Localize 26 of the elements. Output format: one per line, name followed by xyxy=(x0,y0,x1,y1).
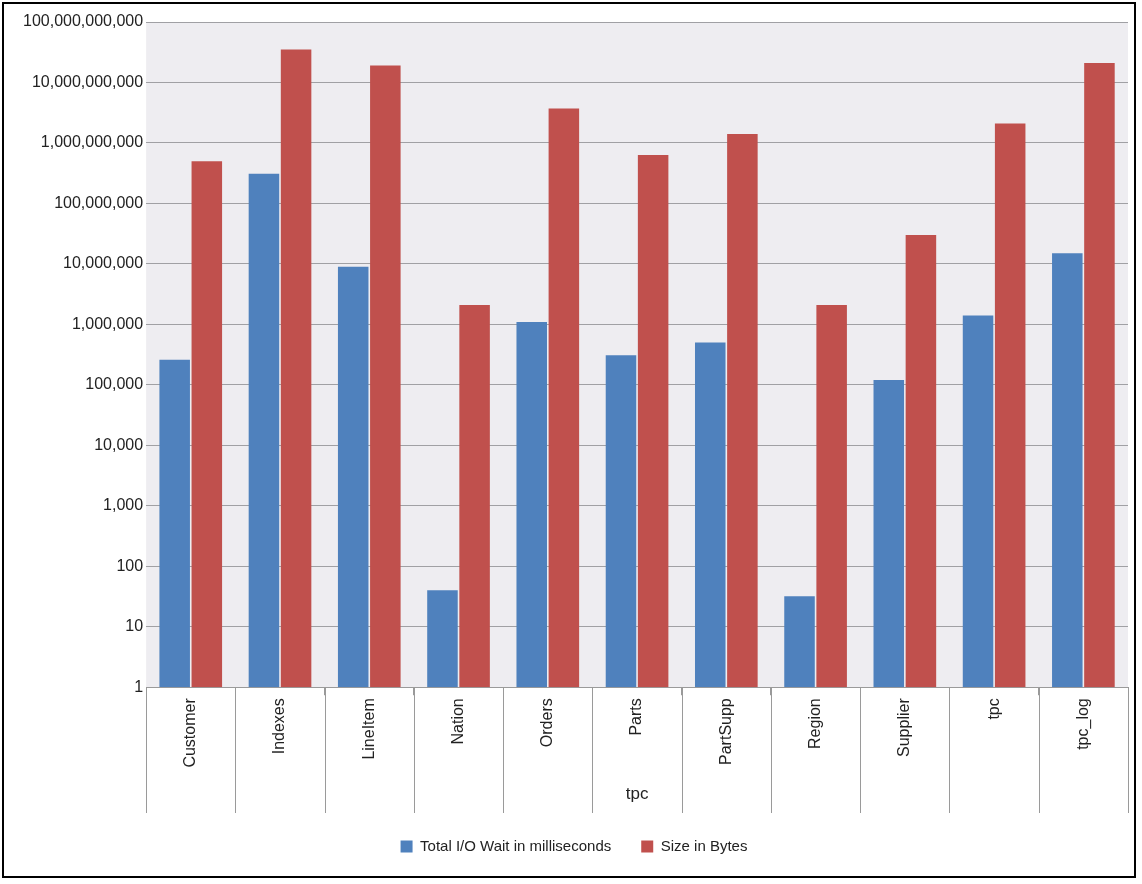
x-tick-label: LineItem xyxy=(359,698,377,760)
y-tick-label: 100,000,000,000 xyxy=(22,12,144,30)
y-tick-label: 100,000 xyxy=(85,375,144,393)
y-tick-label: 10,000 xyxy=(94,435,144,453)
y-tick-label: 10,000,000 xyxy=(63,254,144,272)
x-tick-label: Customer xyxy=(181,697,199,768)
x-tick-label: tpc_log xyxy=(1073,698,1092,750)
x-tick-label: tpc xyxy=(984,698,1002,720)
y-tick-label: 1,000 xyxy=(103,496,144,514)
y-tick-label: 1,000,000,000 xyxy=(40,133,144,151)
x-tick-label: Parts xyxy=(627,698,645,736)
y-tick-label: 1,000,000 xyxy=(71,314,144,332)
x-tick-label: PartSupp xyxy=(716,698,734,765)
y-tick-label: 10 xyxy=(125,617,144,635)
y-tick-label: 100,000,000 xyxy=(54,193,144,211)
legend-label: Total I/O Wait in milliseconds xyxy=(420,836,612,854)
x-tick-label: Indexes xyxy=(270,698,288,755)
x-tick-label: Nation xyxy=(448,698,466,745)
x-axis-title: tpc xyxy=(625,784,649,804)
legend-label: Size in Bytes xyxy=(660,836,748,854)
x-tick-label: Orders xyxy=(538,698,556,748)
y-tick-label: 1 xyxy=(134,677,144,695)
y-tick-label: 10,000,000,000 xyxy=(31,72,144,90)
x-tick-label: Region xyxy=(805,698,823,749)
x-tick-label: Supplier xyxy=(895,697,913,757)
y-tick-label: 100 xyxy=(116,556,144,574)
